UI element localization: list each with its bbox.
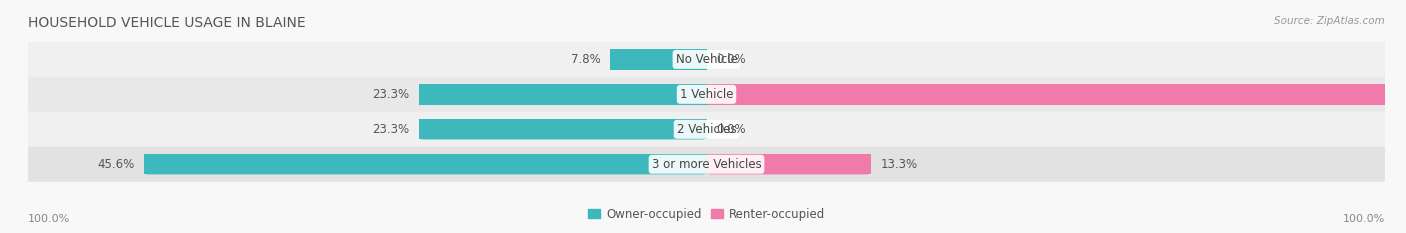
Text: 13.3%: 13.3% [880, 158, 918, 171]
Text: 7.8%: 7.8% [571, 53, 600, 66]
Bar [610, 49, 707, 69]
Text: 100.0%: 100.0% [28, 214, 70, 224]
FancyBboxPatch shape [28, 112, 1385, 147]
Text: 23.3%: 23.3% [373, 123, 409, 136]
Bar [419, 84, 707, 105]
Text: No Vehicle: No Vehicle [675, 53, 738, 66]
Text: 0.0%: 0.0% [717, 123, 747, 136]
Text: 45.6%: 45.6% [97, 158, 134, 171]
Text: 2 Vehicles: 2 Vehicles [676, 123, 737, 136]
FancyBboxPatch shape [28, 77, 1385, 112]
FancyBboxPatch shape [707, 154, 870, 174]
Bar [707, 84, 1406, 105]
FancyBboxPatch shape [419, 119, 707, 139]
Bar [419, 119, 707, 139]
FancyBboxPatch shape [610, 49, 707, 69]
FancyBboxPatch shape [143, 154, 707, 174]
Text: 23.3%: 23.3% [373, 88, 409, 101]
FancyBboxPatch shape [28, 42, 1385, 77]
FancyBboxPatch shape [419, 84, 707, 104]
Bar [143, 154, 707, 174]
Text: 1 Vehicle: 1 Vehicle [679, 88, 734, 101]
Bar [707, 154, 870, 174]
Legend: Owner-occupied, Renter-occupied: Owner-occupied, Renter-occupied [588, 208, 825, 221]
FancyBboxPatch shape [28, 147, 1385, 182]
Text: 100.0%: 100.0% [1343, 214, 1385, 224]
FancyBboxPatch shape [707, 84, 1406, 104]
Text: Source: ZipAtlas.com: Source: ZipAtlas.com [1274, 16, 1385, 26]
Text: 0.0%: 0.0% [717, 53, 747, 66]
Text: 3 or more Vehicles: 3 or more Vehicles [651, 158, 762, 171]
Text: HOUSEHOLD VEHICLE USAGE IN BLAINE: HOUSEHOLD VEHICLE USAGE IN BLAINE [28, 16, 305, 30]
